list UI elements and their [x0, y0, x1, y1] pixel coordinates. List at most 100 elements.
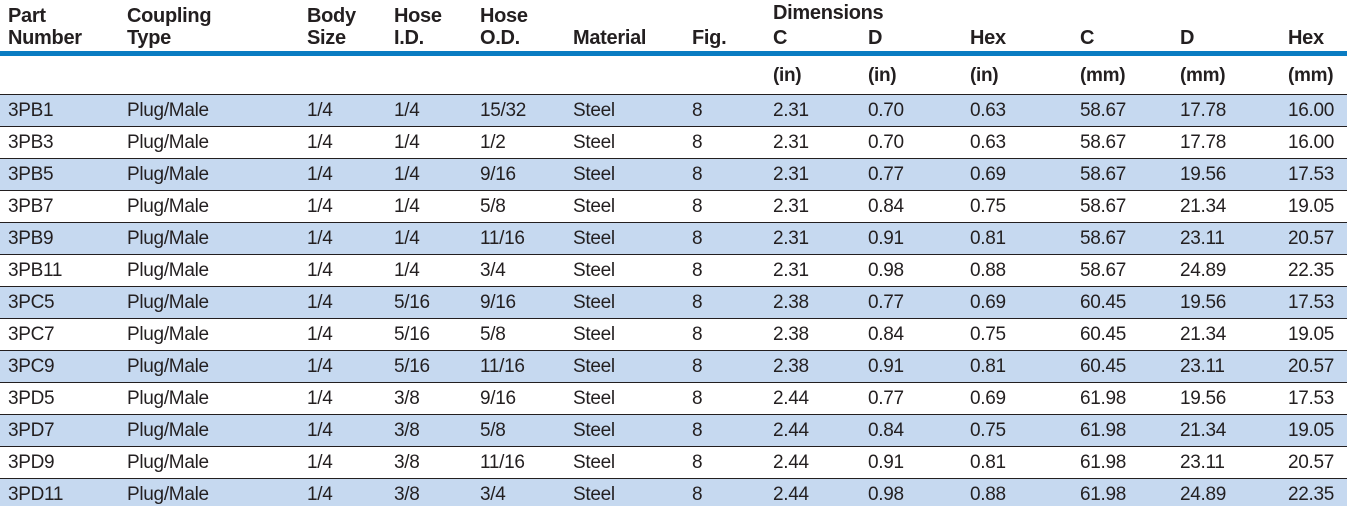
unit-label-hex-mm: (mm): [1288, 65, 1334, 86]
cell: Steel: [565, 286, 684, 319]
cell: 3PD7: [0, 414, 119, 447]
cell: 11/16: [472, 446, 565, 479]
cell: 2.44: [765, 414, 860, 447]
cell: 61.98: [1072, 414, 1172, 447]
cell: Plug/Male: [119, 414, 299, 447]
cell: 0.75: [962, 318, 1072, 351]
cell: 58.67: [1072, 190, 1172, 223]
unit-cell-empty: [299, 54, 386, 95]
cell: 5/16: [386, 350, 472, 383]
cell: 3PC5: [0, 286, 119, 319]
cell: 0.91: [860, 222, 962, 255]
cell: 1/4: [299, 286, 386, 319]
cell: 17.53: [1280, 158, 1347, 191]
cell: 11/16: [472, 222, 565, 255]
cell: Plug/Male: [119, 446, 299, 479]
header-line: Hose: [394, 5, 442, 27]
cell: 1/4: [386, 254, 472, 287]
cell: 2.31: [765, 222, 860, 255]
cell: 0.84: [860, 190, 962, 223]
cell: 2.31: [765, 254, 860, 287]
col-header-fig: Fig.: [684, 0, 765, 56]
cell: 0.77: [860, 158, 962, 191]
cell: 5/16: [386, 286, 472, 319]
cell: 0.69: [962, 382, 1072, 415]
table-row: 3PD9 Plug/Male 1/4 3/8 11/16 Steel 8 2.44 0.91 0.…: [0, 446, 1347, 479]
cell: 2.31: [765, 126, 860, 159]
cell: 15/32: [472, 94, 565, 127]
cell: 22.35: [1280, 478, 1347, 506]
cell: 3/8: [386, 382, 472, 415]
cell: 0.98: [860, 254, 962, 287]
cell: 2.38: [765, 350, 860, 383]
cell: 1/4: [386, 94, 472, 127]
cell: 1/4: [299, 126, 386, 159]
table-row: 3PD5 Plug/Male 1/4 3/8 9/16 Steel 8 2.44 0.77 0.6…: [0, 382, 1347, 415]
cell: 8: [684, 414, 765, 447]
cell: 17.78: [1172, 94, 1280, 127]
table-row: 3PB3 Plug/Male 1/4 1/4 1/2 Steel 8 2.31 0.70 0.63…: [0, 126, 1347, 159]
cell: 0.77: [860, 382, 962, 415]
col-header-coupling-type: Coupling Type: [119, 0, 299, 56]
header-line: O.D.: [480, 27, 520, 49]
cell: Steel: [565, 94, 684, 127]
cell: 1/2: [472, 126, 565, 159]
header-line: Hose: [480, 5, 528, 27]
cell: Steel: [565, 350, 684, 383]
cell: 5/8: [472, 414, 565, 447]
unit-cell-empty: [0, 54, 119, 95]
header-line: Number: [8, 27, 82, 49]
cell: 1/4: [299, 350, 386, 383]
col-header-hose-id: Hose I.D.: [386, 0, 472, 56]
header-line: I.D.: [394, 27, 424, 49]
cell: 0.81: [962, 446, 1072, 479]
col-header-part-number: Part Number: [0, 0, 119, 56]
cell: 3PB3: [0, 126, 119, 159]
cell: Steel: [565, 222, 684, 255]
col-header-c-mm: C: [1072, 26, 1172, 56]
cell: Plug/Male: [119, 222, 299, 255]
cell: 0.88: [962, 254, 1072, 287]
cell: Plug/Male: [119, 318, 299, 351]
cell: 2.38: [765, 318, 860, 351]
header-line: Type: [127, 27, 171, 49]
cell: 2.44: [765, 446, 860, 479]
cell: 3PD9: [0, 446, 119, 479]
cell: 0.75: [962, 190, 1072, 223]
units-row: (in) (in) (in) (mm) (mm) (mm): [0, 54, 1347, 95]
table-body: 3PB1 Plug/Male 1/4 1/4 15/32 Steel 8 2.31 0.70 0.…: [0, 94, 1347, 506]
cell: 0.91: [860, 446, 962, 479]
cell: 1/4: [386, 126, 472, 159]
cell: 23.11: [1172, 350, 1280, 383]
cell: 20.57: [1280, 446, 1347, 479]
cell: 16.00: [1280, 94, 1347, 127]
cell: 1/4: [299, 190, 386, 223]
cell: 58.67: [1072, 222, 1172, 255]
cell: Plug/Male: [119, 254, 299, 287]
table-row: 3PC7 Plug/Male 1/4 5/16 5/8 Steel 8 2.38 0.84 0.7…: [0, 318, 1347, 351]
unit-label-c-in: (in): [773, 65, 802, 86]
cell: 1/4: [386, 222, 472, 255]
cell: 5/8: [472, 190, 565, 223]
cell: 1/4: [386, 190, 472, 223]
cell: 3PD11: [0, 478, 119, 506]
table-row: 3PB1 Plug/Male 1/4 1/4 15/32 Steel 8 2.31 0.70 0.…: [0, 94, 1347, 127]
cell: 21.34: [1172, 318, 1280, 351]
cell: 8: [684, 318, 765, 351]
header-line: Size: [307, 27, 346, 49]
cell: 11/16: [472, 350, 565, 383]
cell: 1/4: [299, 478, 386, 506]
header-line: Coupling: [127, 5, 212, 27]
cell: 3PB11: [0, 254, 119, 287]
cell: 3/8: [386, 414, 472, 447]
cell: Plug/Male: [119, 190, 299, 223]
header-line: Body: [307, 5, 356, 27]
cell: 8: [684, 190, 765, 223]
cell: 8: [684, 94, 765, 127]
cell: Steel: [565, 414, 684, 447]
table-row: 3PC9 Plug/Male 1/4 5/16 11/16 Steel 8 2.38 0.91 0…: [0, 350, 1347, 383]
cell: 58.67: [1072, 94, 1172, 127]
cell: 3PC7: [0, 318, 119, 351]
cell: 8: [684, 382, 765, 415]
